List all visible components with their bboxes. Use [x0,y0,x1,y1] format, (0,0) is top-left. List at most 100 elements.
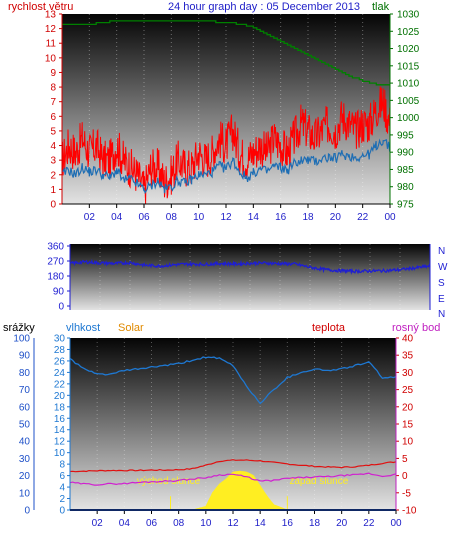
direction-tick-label: 270 [47,257,64,268]
pressure-axis: 975 980 985 990 995 1000 1005 1010 1015 1020 1025 1… [390,10,420,211]
pressure-tick-label: 1020 [397,44,420,55]
humidity-axis-label: vlhkost [66,322,100,334]
rain-tick-label: 80 [19,368,31,379]
time-tick-label: 16 [275,212,287,223]
temperature-tick-label: -10 [402,506,417,517]
time-tick-label: 08 [173,518,185,529]
rain-tick-label: 40 [19,437,31,448]
wind-tick-label: 3 [50,156,56,167]
pressure-tick-label: 980 [397,182,414,193]
humidity-tick-label: 6 [59,471,65,482]
humidity-tick-label: 16 [54,414,66,425]
wind-gust-line [61,86,391,204]
rain-axis: 0 10 20 30 40 50 60 70 80 90 100 [13,334,35,517]
sunset-label: západ slunce [289,476,348,487]
time-tick-label: 12 [220,212,232,223]
pressure-tick-label: 990 [397,148,414,159]
wind-axis-label: rychlost větru [8,1,73,13]
direction-tick-label: 360 [47,242,64,253]
time-axis: 02 04 06 08 10 12 14 16 18 20 22 00 [84,204,396,223]
solar-axis-label: Solar [118,322,144,334]
compass-label: E [438,294,445,305]
temperature-tick-label: 0 [402,471,408,482]
humidity-tick-label: 20 [54,391,66,402]
rain-tick-label: 50 [19,420,31,431]
temperature-tick-label: 20 [402,402,414,413]
time-tick-label: 06 [146,518,158,529]
wind-tick-label: 4 [50,141,56,152]
humidity-tick-label: 12 [54,437,66,448]
wind-tick-label: 13 [45,10,57,21]
time-axis-bottom: 02 04 06 08 10 12 14 16 18 20 22 00 [92,510,402,529]
direction-degree-axis: 0 90 180 270 360 [47,242,70,313]
temperature-tick-label: 10 [402,437,414,448]
rain-tick-label: 20 [19,471,31,482]
wind-tick-label: 2 [50,170,56,181]
temperature-tick-label: 25 [402,385,414,396]
time-tick-label: 10 [193,212,205,223]
humidity-temperature-panel: východ slunce západ slunce 01020304050607… [13,334,417,530]
pressure-tick-label: 975 [397,200,414,211]
humidity-tick-label: 26 [54,356,66,367]
pressure-tick-label: 1010 [397,79,420,90]
compass-label: W [438,262,448,273]
time-tick-label: 04 [111,212,123,223]
direction-tick-label: 180 [47,272,64,283]
wind-tick-label: 10 [45,53,57,64]
pressure-tick-label: 995 [397,130,414,141]
humidity-tick-label: 4 [59,483,65,494]
pressure-tick-label: 1000 [397,113,420,124]
temperature-axis: -10 -5 0 5 10 15 20 25 30 35 40 [396,334,417,517]
time-tick-label: 04 [119,518,131,529]
time-tick-label: 08 [166,212,178,223]
wind-tick-label: 1 [50,185,56,196]
temperature-tick-label: -5 [402,488,411,499]
direction-tick-label: 0 [58,302,64,313]
time-tick-label: 14 [255,518,267,529]
temperature-axis-label: teplota [312,322,346,334]
pressure-tick-label: 1030 [397,10,420,21]
wind-tick-label: 5 [50,126,56,137]
humidity-tick-label: 28 [54,345,66,356]
humidity-tick-label: 14 [54,425,66,436]
rain-tick-label: 0 [24,506,30,517]
time-tick-label: 22 [363,518,375,529]
pressure-tick-label: 985 [397,165,414,176]
rain-tick-label: 10 [19,488,31,499]
humidity-tick-label: 2 [59,494,65,505]
humidity-tick-label: 18 [54,402,66,413]
rain-tick-label: 100 [13,334,30,345]
pressure-tick-label: 1025 [397,27,420,38]
time-tick-label: 02 [84,212,96,223]
time-tick-label: 18 [302,212,314,223]
wind-tick-label: 0 [50,200,56,211]
time-tick-label: 14 [248,212,260,223]
wind-tick-label: 6 [50,112,56,123]
pressure-tick-label: 1015 [397,61,420,72]
humidity-tick-label: 24 [54,368,66,379]
direction-tick-label: 90 [53,287,65,298]
temperature-tick-label: 40 [402,334,414,345]
chart-title: 24 hour graph day : 05 December 2013 [168,1,360,13]
humidity-tick-label: 0 [59,506,65,517]
temperature-line [69,459,397,473]
time-tick-label: 20 [330,212,342,223]
time-tick-label: 00 [384,212,396,223]
time-tick-label: 18 [309,518,321,529]
humidity-tick-label: 8 [59,460,65,471]
pressure-axis-label: tlak [372,1,390,13]
wind-direction-line [69,259,431,275]
direction-plot-background [70,244,430,310]
wind-tick-label: 7 [50,97,56,108]
time-tick-label: 02 [92,518,104,529]
dewpoint-axis-label: rosný bod [392,322,440,334]
time-tick-label: 06 [138,212,150,223]
rain-tick-label: 70 [19,385,31,396]
temperature-tick-label: 15 [402,420,414,431]
compass-label: S [438,278,445,289]
humidity-line [69,356,397,405]
